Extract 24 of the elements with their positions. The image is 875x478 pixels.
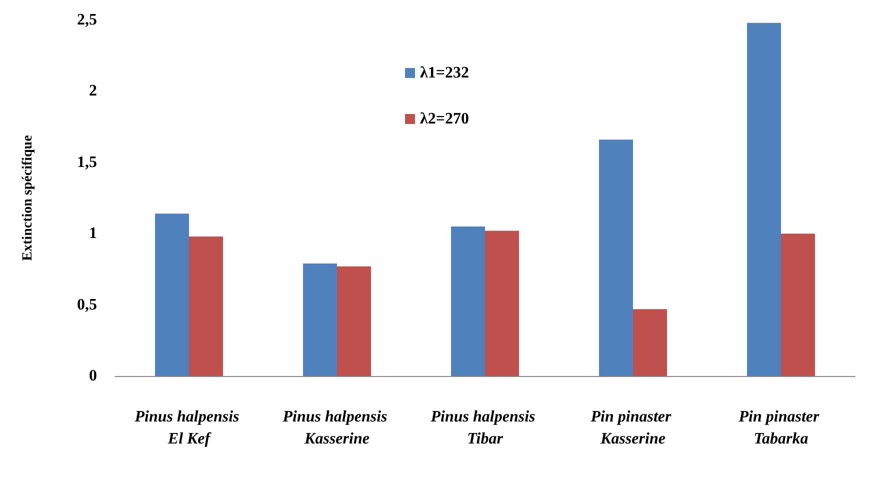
bar	[451, 226, 485, 376]
y-tick-label: 0	[89, 368, 97, 384]
x-tick-label: Pinus halpensis Kasserine	[282, 408, 392, 448]
y-axis-title: Extinction spécifique	[20, 135, 36, 261]
bar	[155, 214, 189, 376]
bar	[485, 230, 519, 376]
bar	[337, 266, 371, 376]
bar	[747, 22, 781, 376]
y-tick-label: 0,5	[77, 296, 97, 314]
bar	[599, 140, 633, 376]
x-tick-label: Pinus halpensis Tibar	[430, 408, 540, 448]
y-tick-label: 1,5	[77, 154, 97, 171]
bar	[633, 309, 667, 376]
bar	[303, 264, 337, 376]
y-tick-label: 1	[89, 225, 97, 242]
x-tick-label: Pinus halpensis El Kef	[134, 408, 244, 448]
x-tick-label: Pin pinaster Kasserine	[590, 408, 676, 448]
x-tick-label: Pin pinaster Tabarka	[738, 408, 824, 448]
legend-label: λ2=270	[420, 110, 469, 128]
y-tick-label: 2	[89, 82, 97, 100]
bar	[189, 236, 223, 376]
y-tick-label: 2,5	[77, 12, 97, 28]
bar	[781, 234, 815, 376]
legend-label: λ1=232	[420, 64, 469, 82]
